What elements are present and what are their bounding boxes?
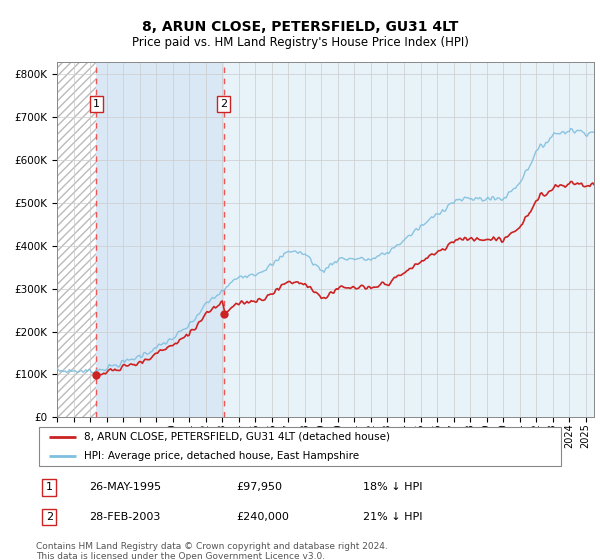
Text: 1: 1 bbox=[46, 482, 53, 492]
Bar bbox=[57, 62, 96, 417]
Text: 28-FEB-2003: 28-FEB-2003 bbox=[89, 512, 160, 522]
Text: £240,000: £240,000 bbox=[236, 512, 290, 522]
Bar bbox=[96, 62, 224, 417]
Text: HPI: Average price, detached house, East Hampshire: HPI: Average price, detached house, East… bbox=[83, 451, 359, 461]
Text: 8, ARUN CLOSE, PETERSFIELD, GU31 4LT: 8, ARUN CLOSE, PETERSFIELD, GU31 4LT bbox=[142, 20, 458, 34]
Text: Contains HM Land Registry data © Crown copyright and database right 2024.
This d: Contains HM Land Registry data © Crown c… bbox=[36, 542, 388, 560]
Text: 2: 2 bbox=[46, 512, 53, 522]
Text: 18% ↓ HPI: 18% ↓ HPI bbox=[364, 482, 423, 492]
Text: 26-MAY-1995: 26-MAY-1995 bbox=[89, 482, 161, 492]
Text: £97,950: £97,950 bbox=[236, 482, 283, 492]
Bar bbox=[224, 62, 594, 417]
Text: 21% ↓ HPI: 21% ↓ HPI bbox=[364, 512, 423, 522]
FancyBboxPatch shape bbox=[38, 427, 562, 466]
Text: Price paid vs. HM Land Registry's House Price Index (HPI): Price paid vs. HM Land Registry's House … bbox=[131, 36, 469, 49]
Text: 1: 1 bbox=[93, 99, 100, 109]
Text: 2: 2 bbox=[220, 99, 227, 109]
Text: 8, ARUN CLOSE, PETERSFIELD, GU31 4LT (detached house): 8, ARUN CLOSE, PETERSFIELD, GU31 4LT (de… bbox=[83, 432, 389, 442]
